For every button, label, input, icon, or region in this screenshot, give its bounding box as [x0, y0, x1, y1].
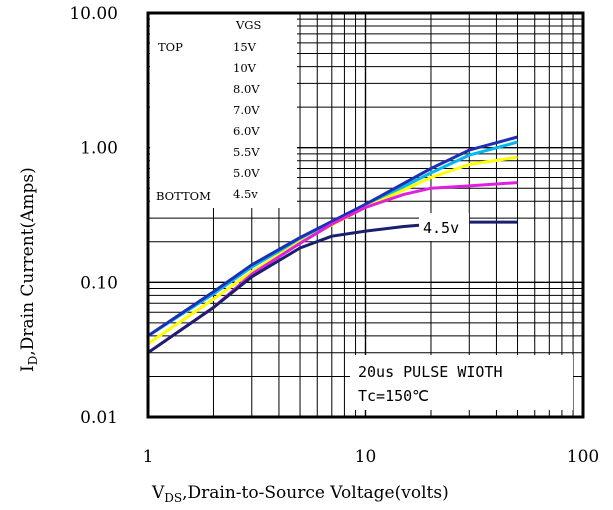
annotation-background	[350, 355, 573, 410]
y-tick-label: 0.01	[80, 408, 118, 428]
legend-entry: 7.0V	[233, 103, 260, 117]
y-axis-title: ID,Drain Current(Amps)	[18, 167, 40, 372]
x-axis-title: VDS,Drain-to-Source Voltage(volts)	[151, 483, 449, 505]
legend-entries: 15V 10V 8.0V 7.0V 6.0V 5.5V 5.0V 4.5v	[233, 40, 260, 201]
legend-bottom-label: BOTTOM	[156, 189, 211, 203]
y-tick-label: 0.10	[80, 273, 118, 293]
legend: VGS TOP BOTTOM 15V 10V 8.0V 7.0V 6.0V 5.5V 5.0…	[150, 13, 297, 208]
legend-entry: 10V	[233, 61, 257, 75]
grid-lines	[148, 13, 583, 417]
annotation-line-2: Tc=150℃	[358, 387, 429, 405]
legend-entry: 8.0V	[233, 82, 260, 96]
series-line-2	[147, 135, 518, 338]
series-line-4	[147, 181, 518, 354]
annotation-line-1: 20us PULSE WIOTH	[358, 363, 503, 381]
legend-entry: 6.0V	[233, 124, 260, 138]
x-tick-label: 100	[567, 447, 599, 467]
tick-labels: 1 10 100 0.01 0.10 1.00 10.00	[69, 4, 599, 467]
legend-background	[150, 13, 297, 208]
legend-header: VGS	[235, 18, 261, 32]
x-tick-label: 10	[355, 447, 377, 467]
y-tick-label: 1.00	[80, 139, 118, 159]
plot-frame	[146, 11, 585, 419]
legend-entry: 5.0V	[233, 166, 260, 180]
legend-entry: 5.5V	[233, 145, 260, 159]
curve-label-4-5v: 4.5v	[423, 219, 459, 237]
y-tick-label: 10.00	[69, 4, 118, 24]
x-tick-label: 1	[143, 447, 154, 467]
legend-top-label: TOP	[158, 40, 183, 54]
pulse-annotation: 20us PULSE WIOTH Tc=150℃	[350, 355, 573, 410]
legend-entry: 15V	[233, 40, 257, 54]
legend-entry: 4.5v	[233, 187, 258, 201]
curve-label-background	[419, 213, 469, 241]
